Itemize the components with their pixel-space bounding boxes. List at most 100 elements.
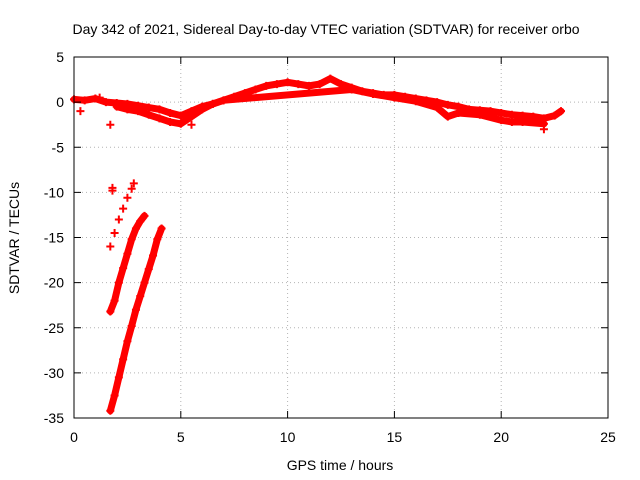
data-point xyxy=(507,110,516,119)
data-point xyxy=(475,110,484,119)
data-point xyxy=(557,107,566,116)
data-point xyxy=(518,117,527,126)
data-point xyxy=(219,96,228,105)
data-point xyxy=(251,85,260,94)
series-6 xyxy=(106,224,166,415)
data-point xyxy=(454,108,463,117)
chart-title: Day 342 of 2021, Sidereal Day-to-day VTE… xyxy=(72,21,579,37)
data-point xyxy=(497,108,506,117)
x-tick-label: 15 xyxy=(387,429,403,445)
data-point xyxy=(110,296,119,305)
x-tick-label: 0 xyxy=(70,429,78,445)
data-point xyxy=(153,235,162,244)
y-tick-label: -15 xyxy=(44,230,64,246)
y-tick-label: -5 xyxy=(52,139,65,155)
data-point xyxy=(140,278,149,287)
data-layer xyxy=(70,74,566,415)
data-point xyxy=(187,112,196,121)
data-point xyxy=(106,120,115,129)
x-tick-label: 5 xyxy=(177,429,185,445)
y-tick-label: -35 xyxy=(44,410,64,426)
data-point xyxy=(443,100,452,109)
y-tick-label: -10 xyxy=(44,184,64,200)
data-point xyxy=(95,93,104,102)
data-point xyxy=(144,110,153,119)
data-point xyxy=(337,80,345,89)
series-3 xyxy=(76,93,548,195)
data-point xyxy=(166,108,175,117)
ticks: 0 5 10 15 20 25 5 0 -5 -10 -15 -20 -25 -30 -35 xyxy=(44,49,616,445)
data-point xyxy=(433,103,442,112)
data-point xyxy=(443,112,452,121)
data-point xyxy=(114,373,123,382)
y-tick-label: -25 xyxy=(44,320,64,336)
data-point xyxy=(144,265,153,274)
data-point xyxy=(106,242,115,251)
data-point xyxy=(176,111,185,120)
data-point xyxy=(144,103,153,112)
data-point xyxy=(326,74,335,83)
data-point xyxy=(486,107,495,116)
data-point xyxy=(123,105,132,114)
data-point xyxy=(539,125,548,134)
data-point xyxy=(315,80,324,89)
data-point xyxy=(119,264,128,273)
series-5 xyxy=(106,211,149,316)
data-point xyxy=(114,215,123,224)
data-point xyxy=(283,78,292,87)
data-point xyxy=(127,321,136,330)
data-point xyxy=(119,355,128,364)
y-axis-title: SDTVAR / TECUs xyxy=(6,182,22,294)
data-point xyxy=(411,97,420,106)
data-point xyxy=(304,81,313,90)
series-2 xyxy=(112,85,548,128)
data-point xyxy=(262,81,271,90)
data-point xyxy=(110,228,119,237)
data-point xyxy=(198,105,207,114)
data-point xyxy=(114,278,123,287)
x-axis-title: GPS time / hours xyxy=(287,457,394,473)
data-point xyxy=(134,107,143,116)
data-point xyxy=(106,406,115,415)
data-point xyxy=(112,102,121,111)
data-point xyxy=(110,391,119,400)
data-point xyxy=(123,249,132,258)
data-point xyxy=(76,107,85,116)
data-point xyxy=(347,85,356,94)
data-point xyxy=(529,112,538,121)
data-point xyxy=(187,120,196,129)
data-point xyxy=(272,80,281,89)
data-point xyxy=(369,90,378,99)
y-tick-label: 5 xyxy=(56,49,64,65)
data-point xyxy=(294,80,303,89)
data-point xyxy=(80,96,89,105)
x-tick-label: 25 xyxy=(600,429,616,445)
data-point xyxy=(507,117,516,126)
x-tick-label: 20 xyxy=(493,429,509,445)
x-tick-label: 10 xyxy=(280,429,296,445)
y-tick-label: -30 xyxy=(44,365,64,381)
data-point xyxy=(176,119,185,128)
data-point xyxy=(131,224,140,233)
data-point xyxy=(497,116,506,125)
data-point xyxy=(550,111,559,120)
data-point xyxy=(106,307,115,316)
grid xyxy=(74,57,608,418)
data-point xyxy=(155,114,164,123)
data-point xyxy=(166,117,175,126)
data-point xyxy=(102,98,111,107)
y-tick-label: -20 xyxy=(44,275,64,291)
y-tick-label: 0 xyxy=(56,94,64,110)
data-point xyxy=(136,292,145,301)
data-point xyxy=(129,179,138,188)
data-point xyxy=(149,251,158,260)
data-point xyxy=(127,184,136,193)
data-point xyxy=(390,93,399,102)
data-point xyxy=(131,305,140,314)
data-point xyxy=(140,211,149,220)
data-point xyxy=(155,105,164,114)
data-point xyxy=(127,235,136,244)
data-point xyxy=(119,204,128,213)
data-point xyxy=(157,224,166,233)
